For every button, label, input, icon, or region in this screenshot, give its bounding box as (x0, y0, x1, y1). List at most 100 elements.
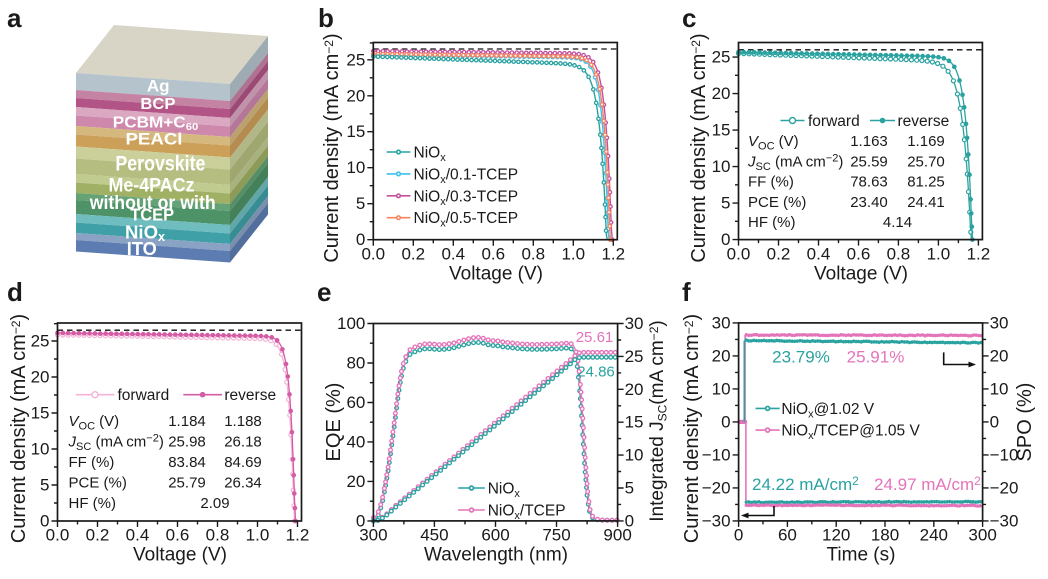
svg-text:10: 10 (346, 158, 365, 177)
svg-text:EQE (%): EQE (%) (323, 383, 345, 462)
svg-text:forward: forward (118, 387, 170, 404)
svg-text:NiOx/0.3-TCEP: NiOx/0.3-TCEP (414, 188, 519, 208)
svg-text:80: 80 (346, 354, 365, 373)
svg-text:0.6: 0.6 (847, 245, 871, 264)
svg-text:1.0: 1.0 (561, 245, 585, 264)
svg-text:0.2: 0.2 (767, 245, 791, 264)
svg-text:26.34: 26.34 (224, 475, 262, 492)
svg-text:1.2: 1.2 (286, 526, 310, 545)
svg-text:24.86: 24.86 (577, 364, 615, 381)
svg-text:1.169: 1.169 (907, 133, 945, 150)
svg-text:180: 180 (871, 526, 899, 545)
svg-text:600: 600 (481, 526, 509, 545)
svg-text:1.184: 1.184 (168, 413, 206, 430)
svg-text:15: 15 (625, 413, 644, 432)
svg-text:0: 0 (734, 526, 743, 545)
svg-text:0: 0 (356, 230, 365, 249)
svg-text:23.79%: 23.79% (772, 348, 830, 367)
svg-text:25.61: 25.61 (576, 329, 614, 346)
svg-text:1.0: 1.0 (246, 526, 270, 545)
svg-text:PCE (%): PCE (%) (748, 194, 806, 211)
svg-text:ITO: ITO (127, 239, 157, 259)
svg-text:1.2: 1.2 (601, 245, 625, 264)
svg-text:TCEP: TCEP (130, 205, 174, 225)
svg-text:FF (%): FF (%) (69, 454, 115, 471)
svg-text:NiOx@1.02 V: NiOx@1.02 V (781, 401, 874, 421)
svg-text:25: 25 (625, 347, 644, 366)
svg-text:0.6: 0.6 (166, 526, 190, 545)
svg-text:1.0: 1.0 (927, 245, 951, 264)
svg-text:5: 5 (625, 479, 634, 498)
svg-text:−10: −10 (990, 445, 1019, 464)
svg-text:0.0: 0.0 (46, 526, 70, 545)
svg-text:0.2: 0.2 (86, 526, 110, 545)
svg-text:−20: −20 (702, 478, 731, 497)
svg-text:b: b (318, 3, 334, 33)
svg-text:−30: −30 (702, 511, 731, 530)
svg-text:25.70: 25.70 (907, 153, 945, 170)
svg-text:NiOx/TCEP@1.05 V: NiOx/TCEP@1.05 V (781, 423, 920, 443)
svg-text:10: 10 (31, 440, 50, 459)
svg-text:120: 120 (822, 526, 850, 545)
svg-text:0: 0 (40, 512, 49, 531)
svg-text:reverse: reverse (898, 113, 950, 130)
svg-text:5: 5 (721, 194, 730, 213)
svg-text:1.188: 1.188 (224, 413, 262, 430)
svg-text:PCE (%): PCE (%) (69, 475, 127, 492)
svg-text:25: 25 (31, 332, 50, 351)
svg-text:300: 300 (359, 526, 387, 545)
svg-text:−20: −20 (990, 478, 1019, 497)
svg-text:0: 0 (356, 511, 365, 530)
svg-text:25: 25 (712, 48, 731, 67)
svg-text:100: 100 (337, 314, 365, 333)
svg-text:10: 10 (990, 379, 1009, 398)
svg-text:450: 450 (420, 526, 448, 545)
svg-text:Current density (mA cm−2): Current density (mA cm−2) (681, 314, 703, 543)
svg-text:NiOx/TCEP: NiOx/TCEP (488, 503, 566, 523)
svg-text:23.40: 23.40 (850, 194, 888, 211)
svg-text:2.09: 2.09 (200, 495, 229, 512)
svg-text:30: 30 (625, 314, 644, 333)
svg-text:20: 20 (346, 472, 365, 491)
svg-text:0.4: 0.4 (126, 526, 150, 545)
svg-text:reverse: reverse (224, 387, 276, 404)
svg-text:24.22 mA/cm2: 24.22 mA/cm2 (752, 474, 859, 494)
svg-text:e: e (317, 277, 331, 307)
svg-text:20: 20 (712, 346, 731, 365)
svg-text:Perovskite: Perovskite (115, 153, 205, 176)
svg-text:30: 30 (712, 313, 731, 332)
svg-text:0.8: 0.8 (887, 245, 911, 264)
svg-text:0.6: 0.6 (481, 245, 505, 264)
svg-text:c: c (682, 3, 696, 33)
svg-text:Integrated JSC(mA cm−2): Integrated JSC(mA cm−2) (647, 320, 670, 521)
svg-text:PCBM+C60: PCBM+C 60 (113, 115, 199, 134)
svg-text:Voltage (V): Voltage (V) (814, 264, 908, 285)
svg-text:83.84: 83.84 (168, 454, 206, 471)
svg-text:NiOx: NiOx (414, 145, 447, 165)
svg-text:60: 60 (778, 526, 797, 545)
svg-text:81.25: 81.25 (907, 174, 945, 191)
svg-text:VOC (V): VOC (V) (748, 133, 799, 153)
svg-text:forward: forward (808, 113, 860, 130)
svg-text:5: 5 (356, 194, 365, 213)
svg-text:JSC (mA cm−2): JSC (mA cm−2) (68, 432, 164, 453)
svg-text:0: 0 (625, 511, 634, 530)
svg-text:0: 0 (990, 412, 999, 431)
svg-text:FF (%): FF (%) (748, 174, 794, 191)
svg-text:240: 240 (920, 526, 948, 545)
svg-text:0.8: 0.8 (521, 245, 545, 264)
svg-text:Me-4PACz: Me-4PACz (109, 176, 195, 197)
svg-text:15: 15 (346, 122, 365, 141)
svg-text:HF (%): HF (%) (748, 214, 796, 231)
svg-text:d: d (7, 277, 23, 307)
svg-text:Voltage (V): Voltage (V) (133, 545, 227, 566)
svg-text:Current density (mA cm−2): Current density (mA cm−2) (321, 33, 343, 262)
svg-text:10: 10 (625, 446, 644, 465)
svg-text:0.4: 0.4 (441, 245, 465, 264)
svg-text:NiOx: NiOx (125, 222, 165, 245)
svg-text:Time (s): Time (s) (827, 545, 896, 566)
svg-text:NiOx/0.1-TCEP: NiOx/0.1-TCEP (414, 166, 519, 186)
svg-text:f: f (682, 277, 691, 307)
svg-text:60: 60 (346, 393, 365, 412)
svg-text:30: 30 (990, 313, 1009, 332)
